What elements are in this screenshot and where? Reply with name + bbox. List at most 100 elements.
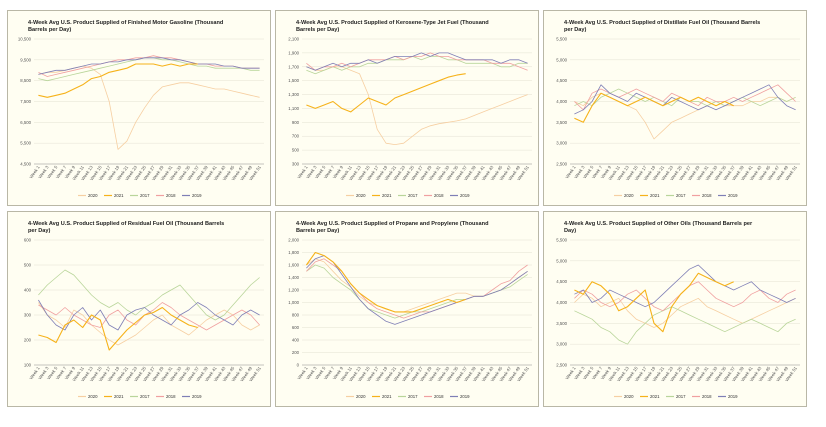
series-line-2021: [306, 73, 466, 113]
legend-label-2020: 2020: [624, 193, 634, 198]
y-tick-label: 5,500: [556, 37, 567, 42]
legend-label-2020: 2020: [88, 394, 98, 399]
y-tick-label: 1,800: [288, 250, 299, 255]
series-line-2021: [305, 251, 466, 313]
chart-title: per Day): [28, 228, 51, 234]
y-tick-label: 1,900: [288, 50, 299, 55]
series-line-2019: [38, 57, 260, 75]
legend-label-2021: 2021: [114, 394, 124, 399]
legend-label-2019: 2019: [728, 193, 738, 198]
y-tick-label: 2,500: [556, 363, 567, 368]
y-tick-label: 200: [24, 338, 32, 343]
legend-label-2021: 2021: [114, 193, 124, 198]
chart-svg: 4-Week Avg U.S. Product Supplied of Othe…: [556, 221, 800, 399]
legend-label-2017: 2017: [408, 193, 418, 198]
chart-title: 4-Week Avg U.S. Product Supplied of Resi…: [28, 221, 224, 227]
chart-svg: 4-Week Avg U.S. Product Supplied of Fini…: [18, 20, 264, 198]
y-tick-label: 900: [292, 120, 300, 125]
legend-label-2019: 2019: [460, 394, 470, 399]
chart-title: per Day): [564, 27, 587, 33]
legend-label-2018: 2018: [434, 394, 444, 399]
series-line-2019: [306, 52, 528, 71]
chart-title: 4-Week Avg U.S. Product Supplied of Fini…: [28, 20, 224, 26]
series-line-2020: [306, 258, 528, 313]
legend-label-2019: 2019: [192, 394, 202, 399]
y-tick-label: 300: [292, 162, 300, 167]
legend-label-2020: 2020: [624, 394, 634, 399]
y-tick-label: 10,500: [18, 37, 32, 42]
series-line-2018: [306, 258, 528, 319]
y-tick-label: 600: [292, 325, 300, 330]
series-line-2021: [574, 92, 734, 123]
series-line-2019: [574, 84, 796, 115]
y-tick-label: 400: [292, 338, 300, 343]
legend-label-2018: 2018: [166, 193, 176, 198]
series-line-2017: [38, 269, 260, 321]
series-line-2020: [38, 302, 260, 346]
y-tick-label: 3,000: [556, 141, 567, 146]
y-tick-label: 200: [292, 350, 300, 355]
series-line-2017: [38, 57, 260, 82]
y-tick-label: 1,600: [288, 263, 299, 268]
y-tick-label: 5,000: [556, 57, 567, 62]
y-tick-label: 700: [292, 134, 300, 139]
y-tick-label: 1,100: [288, 106, 299, 111]
legend-label-2019: 2019: [460, 193, 470, 198]
legend-label-2018: 2018: [434, 193, 444, 198]
legend-label-2021: 2021: [650, 394, 660, 399]
legend-label-2019: 2019: [192, 193, 202, 198]
y-tick-label: 300: [24, 313, 32, 318]
legend-label-2018: 2018: [702, 394, 712, 399]
y-tick-label: 4,500: [556, 78, 567, 83]
y-tick-label: 4,000: [556, 300, 567, 305]
legend-label-2021: 2021: [382, 193, 392, 198]
series-line-2018: [574, 281, 796, 312]
y-tick-label: 500: [24, 263, 32, 268]
chart-panel-jet-fuel: 4-Week Avg U.S. Product Supplied of Kero…: [275, 10, 539, 206]
series-line-2017: [574, 306, 796, 345]
chart-title: 4-Week Avg U.S. Product Supplied of Kero…: [296, 20, 489, 26]
y-tick-label: 2,500: [556, 162, 567, 167]
legend-label-2018: 2018: [702, 193, 712, 198]
y-tick-label: 5,500: [20, 141, 31, 146]
y-tick-label: 5,000: [556, 258, 567, 263]
chart-title: Barrels per Day): [296, 27, 339, 33]
legend-label-2021: 2021: [650, 193, 660, 198]
chart-title: 4-Week Avg U.S. Product Supplied of Othe…: [564, 221, 753, 227]
legend-label-2017: 2017: [676, 193, 686, 198]
series-line-2019: [38, 299, 260, 331]
y-tick-label: 1,200: [288, 288, 299, 293]
series-line-2018: [38, 302, 260, 331]
y-tick-label: 2,100: [288, 37, 299, 42]
series-line-2021: [38, 306, 198, 351]
chart-title: Day): [564, 228, 576, 234]
y-tick-label: 1,000: [288, 300, 299, 305]
chart-title: 4-Week Avg U.S. Product Supplied of Dist…: [564, 20, 760, 26]
y-tick-label: 800: [292, 313, 300, 318]
y-tick-label: 3,500: [556, 120, 567, 125]
y-tick-label: 400: [24, 288, 32, 293]
y-tick-label: 4,500: [556, 279, 567, 284]
chart-svg: 4-Week Avg U.S. Product Supplied of Resi…: [24, 221, 264, 399]
y-tick-label: 1,400: [288, 275, 299, 280]
y-tick-label: 5,500: [556, 238, 567, 243]
chart-panel-residual: 4-Week Avg U.S. Product Supplied of Resi…: [7, 211, 271, 407]
y-tick-label: 3,000: [556, 342, 567, 347]
y-tick-label: 4,000: [556, 99, 567, 104]
legend-label-2017: 2017: [140, 394, 150, 399]
series-line-2020: [306, 66, 528, 146]
chart-panel-gasoline: 4-Week Avg U.S. Product Supplied of Fini…: [7, 10, 271, 206]
legend-label-2021: 2021: [382, 394, 392, 399]
y-tick-label: 1,500: [288, 78, 299, 83]
series-line-2019: [306, 255, 528, 325]
chart-panel-other-oils: 4-Week Avg U.S. Product Supplied of Othe…: [543, 211, 807, 407]
series-line-2017: [306, 56, 528, 75]
legend-label-2017: 2017: [408, 394, 418, 399]
legend-label-2020: 2020: [88, 193, 98, 198]
y-tick-label: 100: [24, 363, 32, 368]
series-line-2020: [574, 293, 796, 328]
series-line-2020: [38, 65, 260, 150]
chart-panel-distillate: 4-Week Avg U.S. Product Supplied of Dist…: [543, 10, 807, 206]
y-tick-label: 1,300: [288, 92, 299, 97]
series-line-2019: [574, 264, 796, 308]
